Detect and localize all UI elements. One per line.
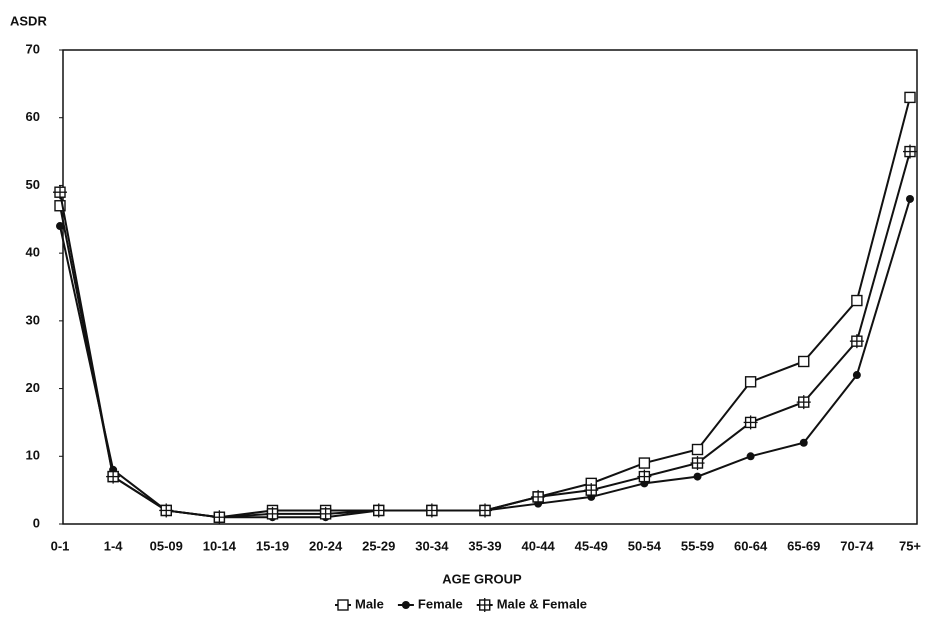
x-axis-title: AGE GROUP: [442, 571, 522, 586]
data-point: [852, 296, 862, 306]
data-point: [694, 473, 702, 481]
data-point: [744, 415, 758, 429]
legend-marker: [402, 601, 410, 609]
data-point-part: [853, 371, 861, 379]
y-tick-label: 0: [33, 515, 40, 530]
y-tick-label: 40: [26, 245, 40, 260]
data-point: [747, 452, 755, 460]
x-tick-label: 35-39: [468, 538, 501, 553]
data-point: [693, 445, 703, 455]
data-point: [425, 503, 439, 517]
data-point-part: [800, 439, 808, 447]
data-point: [212, 510, 226, 524]
data-point-part: [747, 452, 755, 460]
x-tick-label: 10-14: [203, 538, 237, 553]
x-tick-label: 45-49: [575, 538, 608, 553]
data-point: [746, 377, 756, 387]
x-tick-label: 1-4: [104, 538, 124, 553]
data-point-part: [746, 377, 756, 387]
data-point: [800, 439, 808, 447]
x-tick-label: 70-74: [840, 538, 874, 553]
x-tick-label: 55-59: [681, 538, 714, 553]
y-axis-title: ASDR: [10, 13, 47, 28]
legend-marker: [478, 598, 492, 612]
x-tick-label: 25-29: [362, 538, 395, 553]
x-tick-label: 05-09: [150, 538, 183, 553]
data-point-part: [799, 356, 809, 366]
x-tick-label: 20-24: [309, 538, 343, 553]
x-tick-label: 50-54: [628, 538, 662, 553]
x-tick-label: 40-44: [522, 538, 556, 553]
data-point-part: [693, 445, 703, 455]
legend-label: Female: [418, 596, 463, 611]
data-point: [691, 456, 705, 470]
data-point: [106, 470, 120, 484]
data-point: [639, 458, 649, 468]
data-point-part: [852, 296, 862, 306]
x-tick-label: 60-64: [734, 538, 768, 553]
legend-marker-part: [338, 600, 348, 610]
data-point: [797, 395, 811, 409]
y-tick-label: 60: [26, 109, 40, 124]
data-point-part: [905, 92, 915, 102]
data-point: [372, 503, 386, 517]
y-tick-label: 20: [26, 380, 40, 395]
series-line: [60, 199, 910, 517]
data-point: [903, 145, 917, 159]
data-point: [584, 483, 598, 497]
data-point: [799, 356, 809, 366]
y-tick-label: 50: [26, 177, 40, 192]
data-point: [159, 503, 173, 517]
y-tick-label: 30: [26, 312, 40, 327]
x-tick-label: 75+: [899, 538, 921, 553]
y-tick-label: 10: [26, 448, 40, 463]
legend-marker-part: [402, 601, 410, 609]
plot-frame: [63, 50, 917, 524]
y-tick-label: 70: [26, 41, 40, 56]
legend-label: Male: [355, 596, 384, 611]
series-line: [60, 152, 910, 518]
data-point: [53, 185, 67, 199]
data-point: [905, 92, 915, 102]
data-point: [531, 490, 545, 504]
data-point: [906, 195, 914, 203]
data-point: [319, 507, 333, 521]
data-point-part: [694, 473, 702, 481]
data-point-part: [56, 222, 64, 230]
data-point: [850, 334, 864, 348]
data-point: [56, 222, 64, 230]
data-point-part: [639, 458, 649, 468]
x-tick-label: 0-1: [51, 538, 70, 553]
legend-label: Male & Female: [497, 596, 587, 611]
x-tick-label: 15-19: [256, 538, 289, 553]
data-point: [637, 470, 651, 484]
chart: ASDR AGE GROUP 0 10 20 30 40 50 60 70 0-1 1-4 05-0…: [0, 0, 929, 623]
x-tick-label: 30-34: [415, 538, 449, 553]
data-point: [853, 371, 861, 379]
x-tick-label: 65-69: [787, 538, 820, 553]
data-point: [266, 507, 280, 521]
legend-marker: [338, 600, 348, 610]
data-point-part: [906, 195, 914, 203]
data-point: [478, 503, 492, 517]
series-line: [60, 97, 910, 517]
